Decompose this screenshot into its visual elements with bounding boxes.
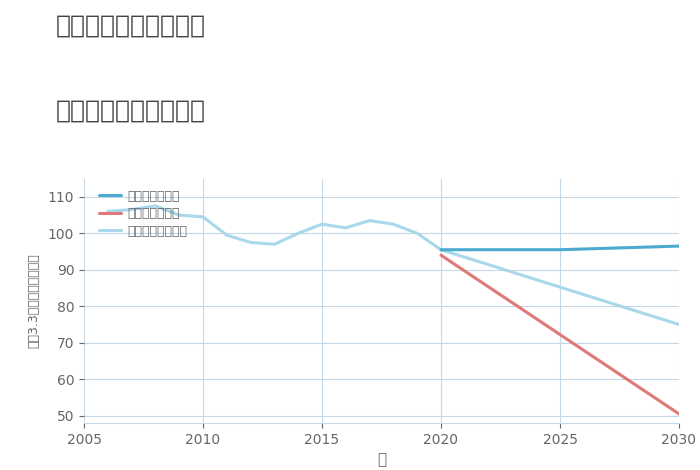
ノーマルシナリオ: [437, 247, 445, 252]
ノーマルシナリオ: [127, 207, 136, 212]
Text: 中古戸建ての価格推移: 中古戸建ての価格推移: [56, 99, 206, 123]
ノーマルシナリオ: [318, 221, 326, 227]
ノーマルシナリオ: [365, 218, 374, 223]
バッドシナリオ: [437, 252, 445, 258]
Text: 愛知県瀬戸市西山町の: 愛知県瀬戸市西山町の: [56, 14, 206, 38]
X-axis label: 年: 年: [377, 452, 386, 467]
グッドシナリオ: [437, 247, 445, 252]
ノーマルシナリオ: [104, 209, 112, 214]
ノーマルシナリオ: [413, 230, 421, 236]
バッドシナリオ: [675, 411, 683, 417]
Line: ノーマルシナリオ: ノーマルシナリオ: [108, 206, 441, 250]
ノーマルシナリオ: [246, 240, 255, 245]
Legend: グッドシナリオ, バッドシナリオ, ノーマルシナリオ: グッドシナリオ, バッドシナリオ, ノーマルシナリオ: [96, 187, 190, 240]
ノーマルシナリオ: [342, 225, 350, 231]
ノーマルシナリオ: [199, 214, 207, 219]
Line: バッドシナリオ: バッドシナリオ: [441, 255, 679, 414]
ノーマルシナリオ: [175, 212, 183, 218]
グッドシナリオ: [556, 247, 564, 252]
グッドシナリオ: [675, 243, 683, 249]
ノーマルシナリオ: [294, 230, 302, 236]
ノーマルシナリオ: [223, 232, 231, 238]
Y-axis label: 坪（3.3㎡）単価（万円）: 坪（3.3㎡）単価（万円）: [28, 253, 41, 348]
Line: グッドシナリオ: グッドシナリオ: [441, 246, 679, 250]
ノーマルシナリオ: [270, 242, 279, 247]
ノーマルシナリオ: [389, 221, 398, 227]
ノーマルシナリオ: [151, 203, 160, 209]
